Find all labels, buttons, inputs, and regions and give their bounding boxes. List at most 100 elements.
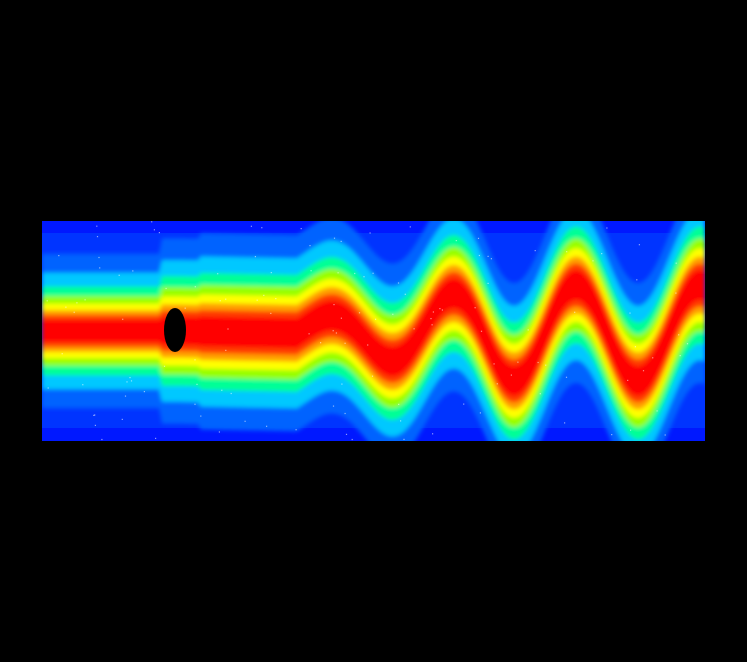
mesh-node — [221, 389, 223, 391]
mesh-node — [679, 355, 681, 357]
mesh-node — [225, 349, 227, 351]
mesh-node — [565, 376, 568, 378]
mesh-node — [439, 308, 441, 310]
mesh-node — [130, 380, 133, 382]
mesh-node — [351, 438, 353, 441]
mesh-node — [218, 431, 220, 433]
mesh-node — [94, 414, 96, 416]
mesh-node — [129, 377, 131, 379]
mesh-node — [487, 282, 489, 284]
mesh-node — [656, 410, 658, 412]
mesh-node — [225, 298, 227, 300]
mesh-node — [354, 272, 356, 275]
mesh-node — [534, 250, 536, 252]
mesh-node — [345, 433, 348, 435]
mesh-node — [61, 353, 63, 355]
mesh-node — [479, 412, 481, 414]
mesh-node — [333, 304, 335, 306]
mesh-node — [58, 255, 60, 257]
mesh-node — [496, 383, 498, 385]
mesh-node — [480, 330, 483, 332]
mesh-node — [333, 237, 336, 239]
mesh-node — [132, 270, 134, 272]
mesh-node — [601, 253, 603, 255]
mesh-node — [158, 232, 160, 234]
mesh-node — [493, 363, 495, 365]
mesh-node — [413, 328, 415, 330]
mesh-node — [143, 391, 145, 393]
mesh-node — [474, 307, 476, 309]
mesh-node — [300, 228, 302, 230]
mesh-node — [332, 405, 335, 407]
mesh-node — [477, 237, 480, 239]
mesh-node — [93, 414, 95, 416]
cylinder-obstacle — [164, 308, 186, 352]
mesh-node — [118, 274, 120, 276]
mesh-node — [392, 313, 394, 315]
mesh-node — [194, 403, 196, 405]
mesh-node — [250, 225, 252, 227]
mesh-node — [99, 267, 101, 269]
wake-band-7 — [42, 263, 705, 403]
mesh-node — [367, 344, 369, 346]
mesh-node — [463, 403, 465, 405]
mesh-node — [194, 359, 196, 361]
mesh-node — [539, 393, 541, 395]
mesh-node — [432, 311, 434, 313]
mesh-node — [244, 420, 246, 422]
mesh-node — [340, 317, 342, 319]
mesh-node — [545, 364, 547, 366]
mesh-node — [517, 361, 519, 363]
mesh-node — [527, 329, 529, 331]
mesh-node — [47, 387, 49, 389]
mesh-node — [163, 365, 166, 367]
mesh-node — [664, 434, 666, 436]
mesh-node — [638, 244, 640, 246]
mesh-node — [629, 312, 631, 314]
mesh-node — [337, 272, 339, 274]
mesh-node — [230, 392, 232, 395]
mesh-node — [96, 236, 99, 238]
mesh-node — [400, 420, 402, 422]
mesh-node — [196, 383, 198, 385]
mesh-node — [184, 307, 186, 309]
mesh-node — [335, 332, 337, 334]
mesh-node — [266, 425, 268, 427]
mesh-node — [430, 318, 432, 320]
mesh-node — [124, 395, 127, 397]
mesh-node — [227, 328, 229, 330]
mesh-node — [375, 318, 377, 320]
mesh-node — [308, 333, 310, 335]
mesh-node — [363, 276, 365, 278]
mesh-node — [369, 232, 371, 234]
mesh-node — [398, 403, 400, 405]
mesh-node — [441, 309, 443, 311]
mesh-node — [341, 383, 343, 385]
mesh-node — [344, 412, 346, 415]
top-boundary-layer — [42, 221, 705, 233]
mesh-node — [270, 272, 272, 274]
mesh-node — [263, 294, 265, 296]
mesh-node — [200, 415, 202, 417]
mesh-node — [371, 375, 374, 377]
vortex-wake — [42, 221, 705, 441]
mesh-node — [490, 258, 492, 260]
mesh-node — [642, 370, 645, 372]
mesh-node — [153, 229, 155, 231]
mesh-node — [675, 262, 677, 264]
mesh-node — [126, 381, 128, 383]
mesh-node — [151, 221, 153, 223]
mesh-node — [678, 334, 680, 336]
mesh-node — [634, 346, 636, 348]
mesh-node — [455, 240, 457, 242]
mesh-node — [574, 311, 576, 313]
mesh-node — [165, 287, 167, 290]
mesh-node — [155, 437, 157, 439]
mesh-node — [404, 293, 406, 295]
mesh-node — [94, 424, 96, 426]
mesh-node — [510, 374, 512, 376]
mesh-node — [636, 279, 638, 281]
mesh-node — [630, 429, 632, 431]
